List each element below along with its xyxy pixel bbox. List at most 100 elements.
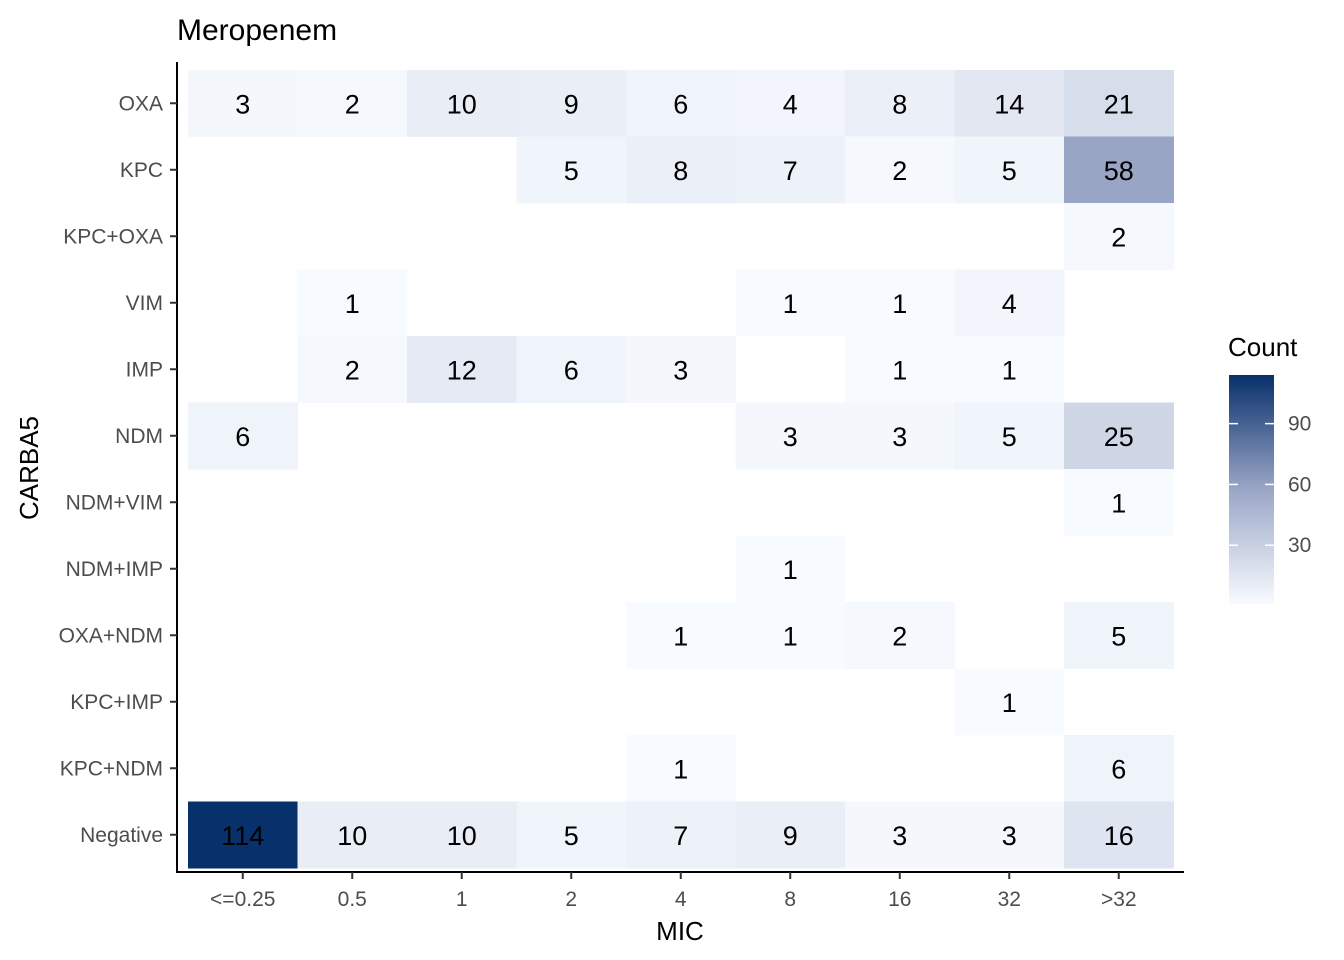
cell-value-label: 1 — [673, 621, 688, 651]
cell-value-label: 5 — [1111, 621, 1126, 651]
x-tick-label: 32 — [998, 888, 1021, 911]
heatmap-cell — [845, 136, 955, 204]
cell-value-label: 2 — [1111, 222, 1126, 252]
y-tick-label: KPC — [120, 159, 163, 182]
x-tick-label: >32 — [1101, 888, 1137, 911]
x-tick-label: 2 — [565, 888, 577, 911]
cell-value-label: 114 — [221, 821, 264, 851]
cell-value-label: 3 — [673, 355, 688, 385]
heatmap-cell — [845, 801, 955, 869]
x-tick-label: <=0.25 — [210, 888, 275, 911]
cell-value-label: 7 — [783, 156, 798, 186]
heatmap-cell — [188, 801, 298, 869]
heatmap-cell — [297, 801, 408, 869]
cell-value-label: 1 — [1111, 488, 1126, 518]
heatmap-cell — [1064, 402, 1174, 470]
heatmap-cell — [516, 136, 627, 204]
cell-value-label: 25 — [1104, 422, 1134, 452]
cell-value-label: 6 — [673, 89, 688, 119]
heatmap-cells — [188, 70, 1174, 869]
cell-value-label: 5 — [1002, 156, 1017, 186]
cell-value-label: 2 — [892, 621, 907, 651]
cell-value-label: 10 — [447, 821, 477, 851]
heatmap-cell — [845, 70, 955, 137]
heatmap-cell — [626, 602, 736, 669]
heatmap-cell — [735, 801, 846, 869]
legend-tick-label: 90 — [1288, 413, 1311, 436]
heatmap-cell — [1064, 735, 1174, 802]
y-tick-label: OXA+NDM — [59, 624, 163, 647]
color-legend: Count 30 60 90 — [1228, 332, 1311, 604]
y-tick-label: Negative — [80, 824, 163, 847]
heatmap-cell — [407, 336, 517, 403]
cell-value-label: 6 — [235, 422, 250, 452]
heatmap-cell — [735, 70, 846, 137]
heatmap-cell — [626, 336, 736, 403]
heatmap-cell — [735, 136, 846, 204]
heatmap-cell — [735, 535, 846, 603]
cell-value-label: 1 — [345, 289, 360, 319]
heatmap-cell — [188, 402, 298, 470]
cell-value-label: 1 — [1002, 355, 1017, 385]
cell-value-label: 5 — [564, 156, 579, 186]
y-tick-label: KPC+OXA — [63, 225, 163, 248]
cell-value-label: 10 — [337, 821, 367, 851]
cell-value-label: 9 — [564, 89, 579, 119]
x-tick-label: 4 — [675, 888, 687, 911]
heatmap-cell — [626, 70, 736, 137]
heatmap-cell — [297, 336, 408, 403]
heatmap-cell — [297, 269, 408, 337]
heatmap-cell — [1064, 602, 1174, 669]
heatmap-cell — [1064, 801, 1174, 869]
heatmap-cell — [1064, 469, 1174, 536]
heatmap-cell — [407, 70, 517, 137]
legend-tick-label: 30 — [1288, 534, 1311, 557]
heatmap-cell — [1064, 136, 1174, 204]
heatmap-cell — [845, 402, 955, 470]
x-tick-label: 0.5 — [338, 888, 367, 911]
cell-value-label: 16 — [1104, 821, 1134, 851]
heatmap-cell — [845, 269, 955, 337]
heatmap-cell — [1064, 70, 1174, 137]
y-tick-label: NDM — [115, 425, 163, 448]
legend-tick-label: 60 — [1288, 473, 1311, 496]
legend-colorbar — [1229, 375, 1274, 604]
cell-value-label: 3 — [783, 422, 798, 452]
heatmap-cell — [845, 602, 955, 669]
cell-value-label: 1 — [673, 754, 688, 784]
heatmap-cell — [516, 801, 627, 869]
x-tick-label: 8 — [784, 888, 796, 911]
heatmap-cell — [954, 136, 1065, 204]
cell-value-label: 5 — [1002, 422, 1017, 452]
heatmap-cell — [516, 70, 627, 137]
chart-title: Meropenem — [177, 14, 337, 47]
cell-value-label: 2 — [345, 89, 360, 119]
x-tick-label: 16 — [888, 888, 911, 911]
heatmap-cell — [735, 269, 846, 337]
cell-value-label: 12 — [447, 355, 477, 385]
cell-value-label: 5 — [564, 821, 579, 851]
cell-value-label: 7 — [673, 821, 688, 851]
y-tick-label: NDM+VIM — [66, 491, 163, 514]
cell-value-label: 4 — [1002, 289, 1017, 319]
cell-value-label: 1 — [892, 289, 907, 319]
heatmap-cell — [626, 801, 736, 869]
heatmap-cell — [516, 336, 627, 403]
heatmap-cell — [954, 269, 1065, 337]
cell-value-label: 4 — [783, 89, 798, 119]
cell-value-label: 14 — [994, 89, 1024, 119]
y-tick-label: KPC+IMP — [70, 691, 163, 714]
cell-value-label: 8 — [673, 156, 688, 186]
heatmap-cell — [407, 801, 517, 869]
cell-value-label: 1 — [1002, 688, 1017, 718]
heatmap-cell — [1064, 203, 1174, 270]
cell-value-label: 6 — [1111, 754, 1126, 784]
legend-title: Count — [1228, 332, 1298, 362]
heatmap-cell — [954, 70, 1065, 137]
cell-value-label: 21 — [1104, 89, 1134, 119]
cell-value-label: 6 — [564, 355, 579, 385]
x-tick-label: 1 — [456, 888, 468, 911]
heatmap-cell — [954, 402, 1065, 470]
